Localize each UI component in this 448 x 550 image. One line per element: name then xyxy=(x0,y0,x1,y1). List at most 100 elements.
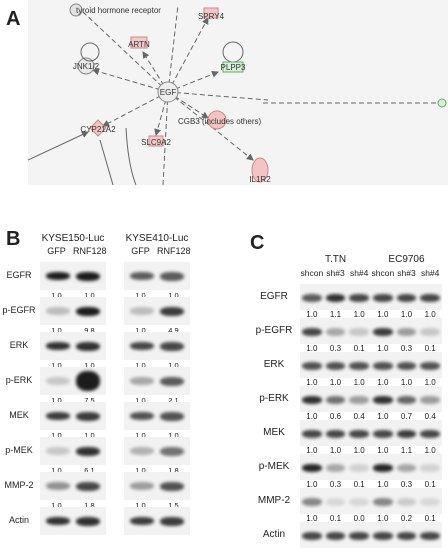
node-offscreen xyxy=(437,98,447,108)
panel-b-letter: B xyxy=(6,228,21,250)
node-egf: EGF xyxy=(157,81,179,103)
quant-value: 1.0 xyxy=(135,326,146,335)
svg-text:JNK1/2: JNK1/2 xyxy=(73,62,100,71)
quant-value: 1.0 xyxy=(51,466,62,475)
quant-value: 1.0 xyxy=(377,344,389,353)
svg-text:PLPP3: PLPP3 xyxy=(221,63,246,72)
blot-band xyxy=(130,377,154,385)
quant-value: 1.0 xyxy=(51,291,62,300)
blot-band xyxy=(302,294,322,302)
lane-label: GFP xyxy=(47,246,66,256)
blot-strip xyxy=(40,332,106,360)
quant-value: 1.0 xyxy=(377,378,389,387)
blot-band xyxy=(46,377,70,385)
blot-band xyxy=(325,430,346,438)
node-il1r2: IL1R2 xyxy=(249,157,271,184)
quant-value: 1.0 xyxy=(135,501,146,510)
lane-label: shcon xyxy=(371,268,395,278)
blot-strip xyxy=(40,437,106,465)
quant-value: 1.8 xyxy=(168,466,179,475)
blot-band xyxy=(373,464,393,472)
quant-value: 0.6 xyxy=(329,412,342,421)
blot-strip xyxy=(124,367,190,395)
quant-value: 1.0 xyxy=(84,361,95,370)
quant-value: 0.3 xyxy=(400,344,413,353)
blot-band xyxy=(160,271,184,281)
quant-value: 1.0 xyxy=(377,412,389,421)
blot-band xyxy=(76,341,100,351)
quant-value: 1.0 xyxy=(306,480,318,489)
blot-band xyxy=(76,446,100,456)
blot-band xyxy=(76,481,100,491)
quant-value: 1.0 xyxy=(135,361,146,370)
quant-value: 1.0 xyxy=(353,446,365,455)
blot-strip xyxy=(124,332,190,360)
node-trh: tyroid hormone receptor xyxy=(69,3,161,17)
svg-text:tyroid hormone receptor: tyroid hormone receptor xyxy=(76,6,161,15)
blot-strip xyxy=(124,507,190,535)
edge-egf-spry4 xyxy=(167,17,209,93)
quant-value: 1.0 xyxy=(400,378,413,387)
quant-value: 1.0 xyxy=(424,310,436,319)
node-cyp21a2: CYP21A2 xyxy=(80,119,116,137)
quant-value: 1.0 xyxy=(51,396,62,405)
blot-band xyxy=(396,396,417,404)
blot-band xyxy=(396,498,417,506)
panel-c-letter: C xyxy=(250,232,265,254)
blot-strip xyxy=(40,402,106,430)
blot-band xyxy=(349,396,369,404)
blot-band xyxy=(420,430,440,438)
edge-egf-cyp xyxy=(102,91,169,127)
quant-value: 1.5 xyxy=(168,501,179,510)
blot-band xyxy=(302,362,322,370)
blot-strip xyxy=(124,262,190,290)
node-spry4: SPRY4 xyxy=(198,7,225,21)
lane-label: sh#4 xyxy=(420,268,440,278)
blot-band xyxy=(302,498,322,506)
blot-band xyxy=(349,532,369,540)
svg-text:IL1R2: IL1R2 xyxy=(249,175,271,184)
lane-label: GFP xyxy=(131,246,150,256)
blot-band xyxy=(396,464,417,472)
quant-value: 1.0 xyxy=(135,466,146,475)
blot-strip xyxy=(300,522,442,548)
quant-value: 0.1 xyxy=(424,480,436,489)
row-label: p-ERK xyxy=(259,393,289,404)
blot-band xyxy=(302,396,322,404)
quant-value: 1.0 xyxy=(329,378,342,387)
blot-band xyxy=(46,447,70,455)
quant-value: 1.0 xyxy=(353,310,365,319)
blot-band xyxy=(325,328,346,336)
blot-band xyxy=(76,516,100,526)
row-label: Actin xyxy=(8,515,29,525)
blot-band xyxy=(46,482,70,490)
blot-band xyxy=(46,272,70,280)
quant-value: 0.1 xyxy=(424,514,436,523)
blot-band xyxy=(130,482,154,490)
blot-band xyxy=(325,362,346,370)
node-slc9a2: SLC9A2 xyxy=(141,135,171,147)
edge-egf-right xyxy=(167,91,269,101)
blot-band xyxy=(46,412,70,420)
quant-value: 0.2 xyxy=(400,514,413,523)
quant-value: 1.0 xyxy=(51,361,62,370)
blot-strip xyxy=(40,472,106,500)
blot-band xyxy=(160,516,184,526)
blot-band xyxy=(373,532,393,540)
blot-strip xyxy=(300,352,442,378)
blot-band xyxy=(325,498,346,506)
quant-value: 0.3 xyxy=(400,480,413,489)
quant-value: 1.1 xyxy=(329,310,342,319)
blot-strip xyxy=(124,437,190,465)
quant-value: 0.4 xyxy=(353,412,365,421)
quant-value: 1.0 xyxy=(377,310,389,319)
quant-value: 1.0 xyxy=(424,446,436,455)
blot-band xyxy=(396,430,417,438)
lane-label: RNF128 xyxy=(157,246,191,256)
group-title: KYSE410-Luc xyxy=(125,233,189,244)
row-label: EGFR xyxy=(260,291,288,302)
row-label: p-EGFR xyxy=(2,305,36,315)
blot-band xyxy=(46,307,70,315)
blot-band xyxy=(349,430,369,438)
blot-band xyxy=(396,362,417,370)
